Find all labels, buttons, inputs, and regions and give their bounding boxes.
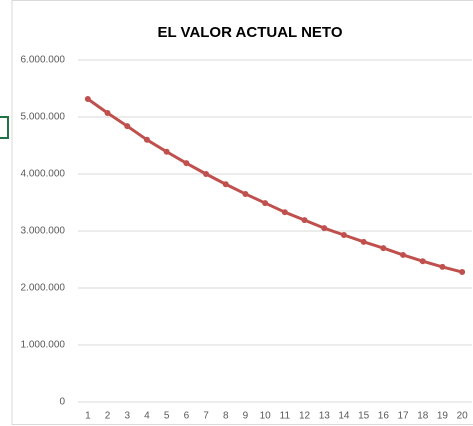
x-tick-label: 15: [358, 411, 370, 422]
point: [163, 148, 170, 155]
point: [301, 217, 308, 224]
x-tick-label: 10: [260, 411, 272, 422]
point: [203, 171, 210, 177]
y-tick-label: 1.000.000: [21, 340, 66, 351]
point: [124, 123, 131, 130]
x-tick-label: 6: [184, 411, 190, 422]
point: [281, 209, 288, 216]
point: [143, 136, 150, 143]
x-tick-label: 18: [417, 411, 429, 422]
x-tick-label: 7: [203, 411, 209, 422]
point: [459, 269, 466, 276]
x-tick-label: 5: [164, 411, 170, 422]
x-tick-label: 11: [280, 411, 291, 422]
x-tick-label: 16: [378, 411, 390, 422]
cell-selection: [0, 116, 9, 139]
point: [439, 263, 446, 270]
chart-area: [11, 0, 473, 425]
chart-title: EL VALOR ACTUAL NETO: [157, 24, 342, 41]
x-tick-label: 2: [105, 411, 111, 422]
x-tick-label: 14: [338, 411, 350, 422]
x-tick-label: 8: [223, 411, 229, 422]
point: [340, 231, 347, 238]
point: [419, 258, 426, 265]
x-tick-label: 13: [319, 411, 331, 422]
point: [104, 110, 111, 117]
x-tick-label: 20: [457, 411, 469, 422]
y-tick-label: 2.000.000: [21, 283, 66, 294]
point: [262, 200, 269, 207]
x-tick-label: 19: [437, 411, 449, 422]
y-tick-label: 0: [59, 397, 65, 408]
point: [400, 251, 407, 258]
x-tick-label: 9: [243, 411, 249, 422]
x-tick-label: 4: [144, 411, 150, 422]
y-tick-label: 4.000.000: [21, 169, 66, 180]
x-tick-label: 12: [299, 411, 311, 422]
point: [242, 190, 249, 197]
point: [380, 245, 387, 252]
series-line: [86, 97, 463, 274]
point: [321, 225, 328, 232]
y-tick-label: 5.000.000: [21, 112, 66, 123]
point: [360, 238, 367, 245]
x-tick-label: 3: [124, 411, 130, 422]
y-tick-label: 6.000.000: [21, 55, 66, 66]
point: [84, 95, 91, 102]
y-tick-label: 3.000.000: [21, 226, 66, 237]
x-tick-label: 1: [85, 411, 91, 422]
point: [222, 181, 229, 188]
x-tick-label: 17: [397, 411, 409, 422]
point: [183, 160, 190, 167]
